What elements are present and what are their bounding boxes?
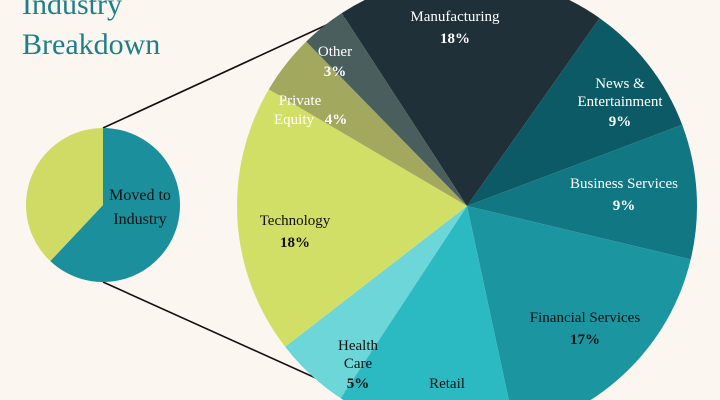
label-other-line-1: Other (318, 44, 352, 60)
label-business-services-line-1: Business Services (570, 176, 678, 192)
label-news-and-entertainment-line-2: Entertainment (578, 94, 664, 110)
label-private-equity-line-1: Private (279, 93, 322, 109)
summary-slice-label-line-1: Moved to (109, 187, 171, 204)
label-financial-services-line-1: Financial Services (530, 310, 641, 326)
label-health-care-line-2: Care (344, 356, 373, 372)
label-private-equity-value: 4% (325, 112, 348, 128)
chart-title-line-2: Breakdown (22, 28, 160, 62)
summary-pie: Moved to Industry (26, 128, 180, 282)
label-manufacturing-line-1: Manufacturing (410, 9, 500, 25)
label-health-care-value: 5% (347, 376, 370, 392)
label-other-value: 3% (324, 64, 347, 80)
label-retail-line-1: Retail (429, 376, 465, 392)
label-technology-line-1: Technology (260, 213, 331, 229)
label-manufacturing-value: 18% (440, 31, 470, 47)
label-business-services-value: 9% (613, 198, 636, 214)
label-financial-services-value: 17% (570, 332, 600, 348)
chart-title-line-1: Industry (22, 0, 122, 22)
label-health-care-line-1: Health (338, 338, 378, 354)
summary-slice-label-line-2: Industry (113, 211, 166, 228)
label-news-and-entertainment-line-1: News & (595, 76, 645, 92)
label-news-and-entertainment-value: 9% (609, 114, 632, 130)
label-private-equity-line-2: Equity (274, 112, 314, 128)
label-technology-value: 18% (280, 235, 310, 251)
